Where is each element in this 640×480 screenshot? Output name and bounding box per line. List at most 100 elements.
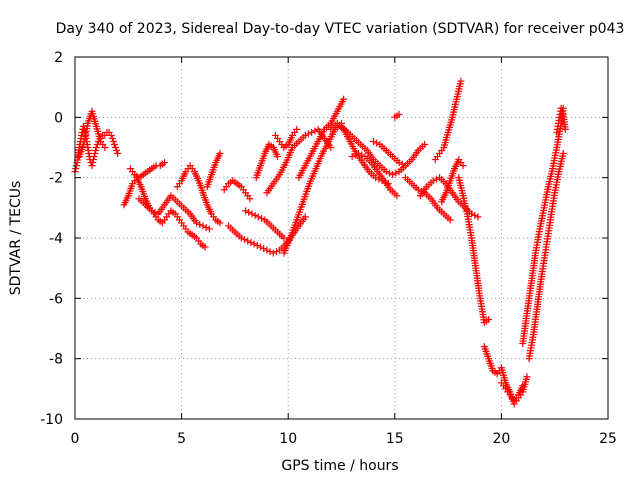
data-point-fill — [266, 248, 274, 256]
series-arc-27 — [497, 379, 527, 405]
x-axis-label: GPS time / hours — [281, 458, 398, 474]
data-point — [372, 174, 380, 182]
data-point-fill — [240, 236, 248, 244]
data-point-fill — [92, 147, 100, 155]
data-point — [274, 153, 282, 161]
data-point — [216, 219, 224, 227]
data-point — [301, 213, 309, 221]
data-point-fill — [151, 208, 159, 216]
y-tick-label: -8 — [49, 352, 63, 368]
data-point-fill — [89, 156, 97, 164]
data-point — [421, 140, 429, 148]
series-arc-24 — [438, 156, 467, 206]
data-point — [369, 137, 377, 145]
series-arc-17 — [338, 122, 409, 179]
data-point-fill — [253, 242, 261, 250]
data-point — [237, 234, 245, 242]
data-point-fill — [113, 147, 121, 155]
data-point — [429, 177, 437, 185]
data-point — [263, 246, 271, 254]
series-arc-4 — [126, 159, 169, 182]
data-point-fill — [304, 130, 312, 138]
series-arc-11 — [252, 140, 282, 182]
x-tick-label: 10 — [279, 431, 297, 447]
data-point — [382, 168, 390, 176]
data-point — [327, 144, 335, 151]
data-point — [395, 110, 403, 118]
series-arc-21 — [401, 174, 454, 224]
data-point-fill — [311, 127, 319, 135]
data-point — [250, 240, 258, 248]
data-point — [523, 373, 531, 381]
data-points — [71, 77, 569, 408]
data-point — [114, 150, 122, 158]
series-arc-23 — [431, 77, 465, 164]
data-point-fill — [358, 151, 366, 159]
series-arc-10 — [242, 207, 288, 242]
data-point — [101, 144, 109, 151]
data-point-fill — [108, 134, 116, 142]
series-arc-5 — [135, 192, 213, 233]
data-point — [389, 171, 397, 179]
data-point — [301, 131, 309, 139]
data-point-fill — [72, 162, 80, 170]
series-arc-8 — [220, 177, 254, 203]
data-point — [474, 213, 482, 221]
data-point — [559, 150, 567, 158]
y-tick-label: -10 — [40, 412, 63, 428]
data-point — [446, 216, 454, 224]
data-point-fill — [245, 208, 253, 216]
data-point-fill — [196, 220, 204, 228]
series-arc-19 — [369, 137, 429, 170]
data-point-fill — [373, 139, 381, 147]
data-point-fill — [72, 165, 80, 173]
y-tick-label: 2 — [54, 50, 63, 66]
data-point — [256, 243, 264, 251]
series-arc-25 — [455, 174, 493, 326]
data-point-fill — [89, 159, 97, 167]
data-point — [393, 192, 401, 200]
y-tick-label: -6 — [49, 291, 63, 307]
data-point — [244, 237, 252, 245]
data-point — [561, 125, 569, 133]
data-point — [280, 234, 288, 242]
data-point — [308, 128, 316, 136]
data-point-fill — [351, 151, 359, 159]
series-arc-30 — [553, 104, 569, 136]
series-arc-29 — [525, 150, 567, 363]
data-point — [193, 219, 201, 227]
axes: 0 5 10 15 20 25 -10 -8 -6 -4 -2 0 2 — [40, 50, 617, 447]
x-tick-label: 25 — [599, 431, 617, 447]
data-point — [148, 207, 156, 215]
data-point — [248, 210, 256, 218]
data-point — [242, 207, 250, 215]
y-tick-label: -2 — [49, 171, 63, 187]
x-tick-label: 5 — [177, 431, 186, 447]
data-point — [254, 213, 262, 221]
data-point — [395, 159, 403, 167]
data-point-fill — [258, 214, 266, 222]
data-point-fill — [558, 107, 566, 115]
data-point — [348, 153, 356, 161]
data-point — [557, 104, 565, 112]
data-point — [112, 144, 120, 151]
data-point — [269, 249, 277, 257]
data-point — [201, 243, 209, 251]
data-point — [340, 95, 348, 103]
y-tick-label: 0 — [54, 110, 63, 126]
series-arc-2 — [75, 107, 109, 161]
data-point-fill — [251, 211, 259, 219]
data-point-fill — [385, 169, 393, 177]
data-point — [519, 382, 527, 390]
series-arc-18 — [348, 150, 401, 200]
data-point — [355, 150, 363, 158]
data-point-fill — [247, 239, 255, 247]
data-point-fill — [392, 169, 400, 177]
data-point-fill — [260, 245, 268, 253]
data-point-fill — [471, 211, 479, 219]
data-point — [161, 159, 169, 167]
data-point-fill — [91, 150, 99, 158]
y-tick-label: -4 — [49, 231, 63, 247]
data-point-fill — [272, 248, 280, 256]
